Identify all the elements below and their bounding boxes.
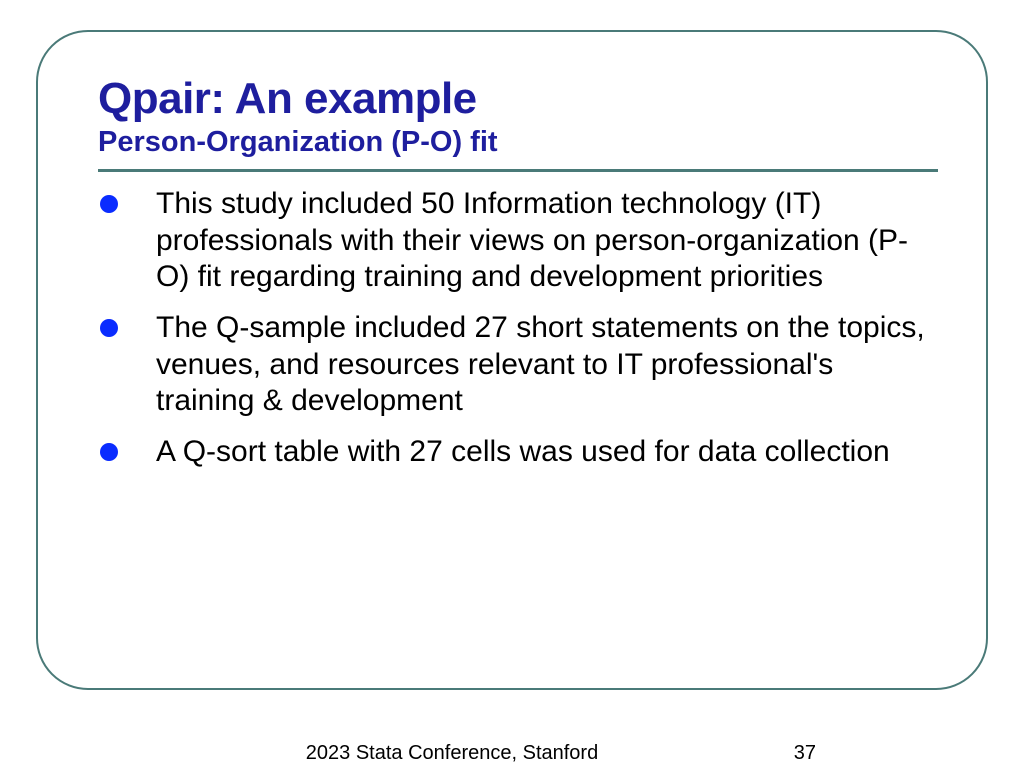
list-item: A Q-sort table with 27 cells was used fo… — [98, 434, 938, 471]
bullet-icon — [100, 443, 118, 461]
footer-caption: 2023 Stata Conference, Stanford — [0, 742, 964, 765]
slide-frame: Qpair: An example Person-Organization (P… — [36, 30, 988, 690]
title-underline — [98, 169, 938, 172]
slide-subtitle: Person-Organization (P-O) fit — [98, 126, 938, 159]
bullet-text: The Q-sample included 27 short statement… — [156, 311, 925, 417]
bullet-list: This study included 50 Information techn… — [98, 186, 938, 470]
bullet-icon — [100, 319, 118, 337]
bullet-text: This study included 50 Information techn… — [156, 187, 908, 293]
title-block: Qpair: An example Person-Organization (P… — [98, 76, 938, 159]
bullet-icon — [100, 195, 118, 213]
bullet-text: A Q-sort table with 27 cells was used fo… — [156, 435, 890, 468]
slide-number: 37 — [794, 742, 816, 765]
list-item: This study included 50 Information techn… — [98, 186, 938, 296]
list-item: The Q-sample included 27 short statement… — [98, 310, 938, 420]
slide-title: Qpair: An example — [98, 76, 938, 122]
